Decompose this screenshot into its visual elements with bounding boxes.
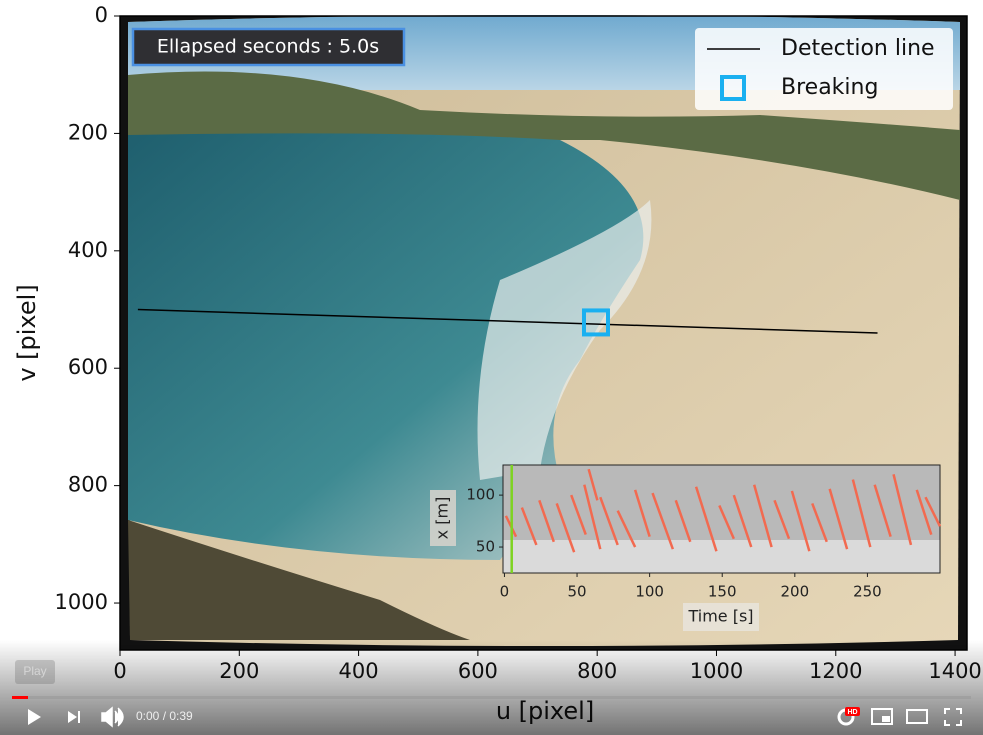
hd-badge [845, 707, 860, 716]
breaking-track [694, 486, 718, 552]
breaking-track [752, 484, 773, 548]
inset-x-tick-label: 150 [708, 583, 737, 601]
play-tooltip: Play [23, 664, 46, 678]
breaking-track [828, 488, 849, 550]
y-tick-label: 400 [68, 238, 108, 262]
miniplayer-icon [882, 716, 890, 722]
legend-label: Detection line [781, 36, 935, 61]
y-tick-label: 200 [68, 120, 108, 144]
inset-x-tick-label: 50 [567, 583, 586, 601]
hd-label: HD [847, 709, 857, 716]
y-axis-label: v [pixel] [13, 284, 41, 381]
breaking-track [851, 479, 872, 548]
controls-shade [0, 640, 983, 735]
breaking-track [773, 499, 791, 540]
breaking-track [674, 499, 692, 543]
breaking-marker [581, 308, 610, 337]
breaking-track [520, 507, 538, 546]
fullscreen-button[interactable] [944, 708, 962, 726]
inset-x-tick-label: 0 [500, 583, 510, 601]
inset-x-tick-label: 200 [780, 583, 809, 601]
breaking-track [873, 484, 892, 538]
headland [128, 71, 960, 201]
inset-plot: Time [s] x [m] 0 50 100 150 200 250 50 100 [430, 464, 942, 631]
inset-x-label: Time [s] [687, 607, 753, 626]
next-button[interactable] [68, 711, 80, 723]
inset-y-label: x [m] [433, 497, 452, 540]
breaking-track [915, 489, 933, 535]
time-display: 0:00 / 0:39 [136, 709, 193, 723]
breaking-track [616, 510, 637, 548]
breaking-track [583, 484, 602, 550]
inset-band [503, 540, 940, 573]
y-tick-label: 600 [68, 355, 108, 379]
breaking-track [599, 496, 619, 546]
breaking-track [892, 474, 913, 546]
progress-bar[interactable] [12, 696, 971, 699]
surf [477, 200, 652, 480]
inset-y-tick-label: 100 [466, 486, 495, 504]
volume-button[interactable] [101, 706, 124, 728]
play-button[interactable] [28, 709, 41, 725]
inset-y-tick-label: 50 [476, 538, 495, 556]
y-tick-label: 1000 [55, 590, 108, 614]
theater-button[interactable] [906, 709, 928, 724]
tooltip-box [15, 660, 55, 684]
breaking-track [538, 499, 555, 543]
legend-label: Breaking [781, 75, 878, 100]
inset-ylabel-box [430, 490, 456, 546]
inset-x-tick-label: 100 [635, 583, 664, 601]
breaking-track [570, 494, 587, 536]
breaking-track [924, 496, 942, 527]
legend-marker [720, 75, 746, 101]
elapsed-annotation: Ellapsed seconds : 5.0s [157, 36, 379, 58]
y-tick-label: 0 [95, 3, 108, 27]
breaking-track [790, 490, 811, 552]
inset-xlabel-box [683, 603, 759, 631]
rocks [128, 520, 470, 640]
breaking-track [718, 504, 735, 540]
progress-played [12, 696, 28, 699]
detection-line [137, 308, 878, 334]
breaking-track [555, 503, 576, 553]
breaking-track [587, 468, 599, 501]
annotation-box [131, 27, 406, 67]
breaking-track [633, 489, 651, 538]
inset-x-tick-label: 250 [853, 583, 882, 601]
y-tick-label: 800 [68, 473, 108, 497]
breaking-track [732, 494, 753, 548]
breaking-track [811, 502, 828, 543]
breaking-track [651, 492, 675, 550]
inset-frame [502, 464, 941, 574]
player-controls: Play 0:00 / 0:39 HD [0, 640, 983, 735]
miniplayer-button[interactable] [871, 708, 893, 725]
